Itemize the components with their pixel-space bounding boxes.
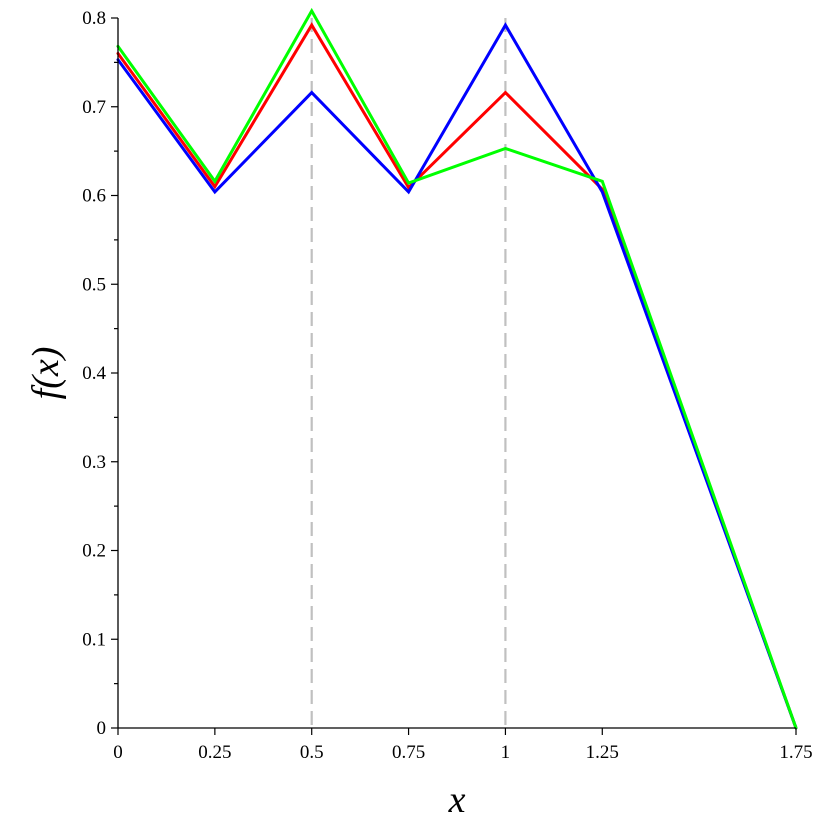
x-tick-label: 1 [501, 742, 511, 763]
y-tick-label: 0.2 [82, 541, 106, 562]
x-tick-label: 0.75 [392, 742, 425, 763]
y-tick-label: 0 [97, 718, 107, 739]
ticks: 0 0.25 0.5 0.75 1 1.25 1.75 0 0.1 0.2 0.3 0.4 0.5 0.6… [82, 8, 812, 763]
y-tick-label: 0.3 [82, 452, 106, 473]
y-tick-label: 0.5 [82, 274, 106, 295]
series-line-2 [116, 7, 798, 730]
x-axis-title: x [448, 779, 466, 821]
x-tick-label: 0.25 [198, 742, 231, 763]
axes [117, 18, 796, 729]
series-line-1 [116, 22, 798, 730]
series-line-0 [116, 22, 798, 730]
series-lines [116, 7, 798, 730]
y-axis-title: f(x) [25, 347, 67, 400]
x-tick-label: 1.75 [779, 742, 812, 763]
x-tick-label: 1.25 [586, 742, 619, 763]
y-tick-label: 0.8 [82, 8, 106, 29]
y-tick-label: 0.1 [82, 629, 106, 650]
x-tick-label: 0.5 [300, 742, 324, 763]
x-tick-label: 0 [113, 742, 123, 763]
y-tick-label: 0.4 [82, 363, 106, 384]
y-tick-label: 0.7 [82, 97, 106, 118]
y-tick-label: 0.6 [82, 186, 106, 207]
reference-lines [310, 18, 507, 728]
